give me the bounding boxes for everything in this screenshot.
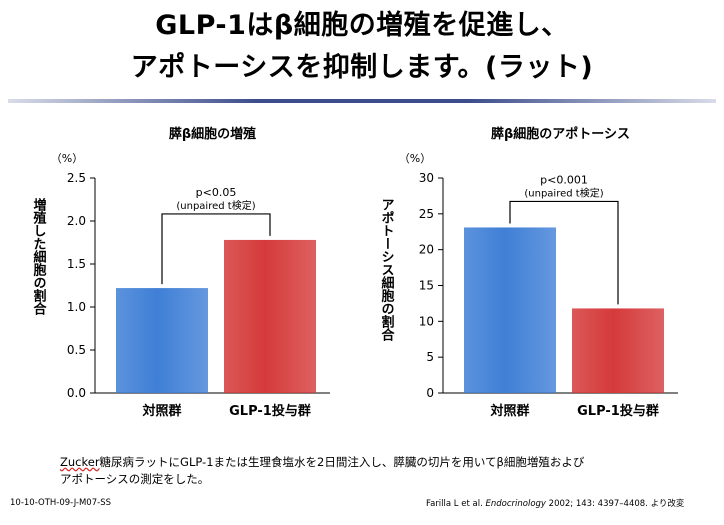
slide-title-line2: アポトーシスを抑制します。(ラット) (130, 52, 594, 83)
significance-bracket (161, 213, 271, 285)
footnote-brand: Zucker (60, 455, 100, 469)
slide-code: 10-10-OTH-09-J-M07-SS (10, 498, 111, 508)
y-tick-label: 1.5 (67, 257, 86, 271)
citation-journal: Endocrinology (485, 499, 546, 509)
chart-title: 膵β細胞のアポトーシス (491, 126, 630, 142)
y-tick-label: 1.0 (67, 300, 86, 314)
x-tick-label: 対照群 (141, 403, 181, 419)
y-tick-label: 2.0 (67, 214, 86, 228)
y-tick-label: 30 (419, 171, 434, 185)
y-tick-label: 0 (426, 386, 434, 400)
y-tick-label: 25 (419, 207, 434, 221)
footnote-line-1: Zucker糖尿病ラットにGLP-1または生理食塩水を2日間注入し、膵臓の切片を… (60, 454, 584, 471)
y-tick-label: 10 (419, 314, 434, 328)
significance-bracket (509, 200, 619, 305)
citation: Farilla L et al. Endocrinology 2002; 143… (426, 497, 684, 509)
x-tick-label: GLP-1投与群 (229, 403, 311, 419)
y-tick-label: 0.0 (67, 386, 86, 400)
test-method-label: (unpaired t検定) (176, 199, 255, 212)
methods-footnote: Zucker糖尿病ラットにGLP-1または生理食塩水を2日間注入し、膵臓の切片を… (60, 454, 584, 488)
footnote-line-2: アポトーシスの測定をした。 (60, 472, 210, 486)
bar-control (464, 227, 556, 393)
proliferation-chart: 膵β細胞の増殖 （%） 増殖した細胞の割合 0.0 0.5 1.0 1.5 2.0 2.5 対照群… (31, 126, 330, 419)
y-tick-label: 15 (419, 279, 434, 293)
y-unit-label: （%） (51, 152, 83, 165)
bar-glp1 (224, 239, 316, 393)
apoptosis-chart: 膵β細胞のアポトーシス （%） アポトーシス細胞の割合 0 5 10 15 20 25 30 対照群… (379, 126, 678, 419)
x-tick-label: GLP-1投与群 (577, 403, 659, 419)
p-value-label: p<0.001 (540, 173, 588, 186)
p-value-label: p<0.05 (196, 186, 237, 199)
y-unit-label: （%） (399, 152, 431, 165)
y-tick-label: 0.5 (67, 343, 86, 357)
y-tick-label: 20 (419, 243, 434, 257)
chart-title: 膵β細胞の増殖 (169, 126, 256, 142)
citation-details: 2002; 143: 4397–4408. より改変 (548, 499, 685, 509)
citation-authors: Farilla L et al. (426, 499, 483, 509)
y-tick-label: 2.5 (67, 171, 86, 185)
title-divider (8, 99, 716, 103)
y-axis-label: 増殖した細胞の割合 (31, 197, 48, 316)
bar-glp1 (572, 308, 664, 393)
bar-control (116, 288, 208, 393)
test-method-label: (unpaired t検定) (524, 186, 603, 199)
x-tick-label: 対照群 (489, 403, 529, 419)
y-tick-label: 5 (426, 350, 434, 364)
y-axis-label: アポトーシス細胞の割合 (379, 198, 396, 342)
slide-title-line1: GLP-1はβ細胞の増殖を促進し、 (155, 10, 569, 41)
footnote-text-1: 糖尿病ラットにGLP-1または生理食塩水を2日間注入し、膵臓の切片を用いてβ細胞… (99, 455, 585, 469)
